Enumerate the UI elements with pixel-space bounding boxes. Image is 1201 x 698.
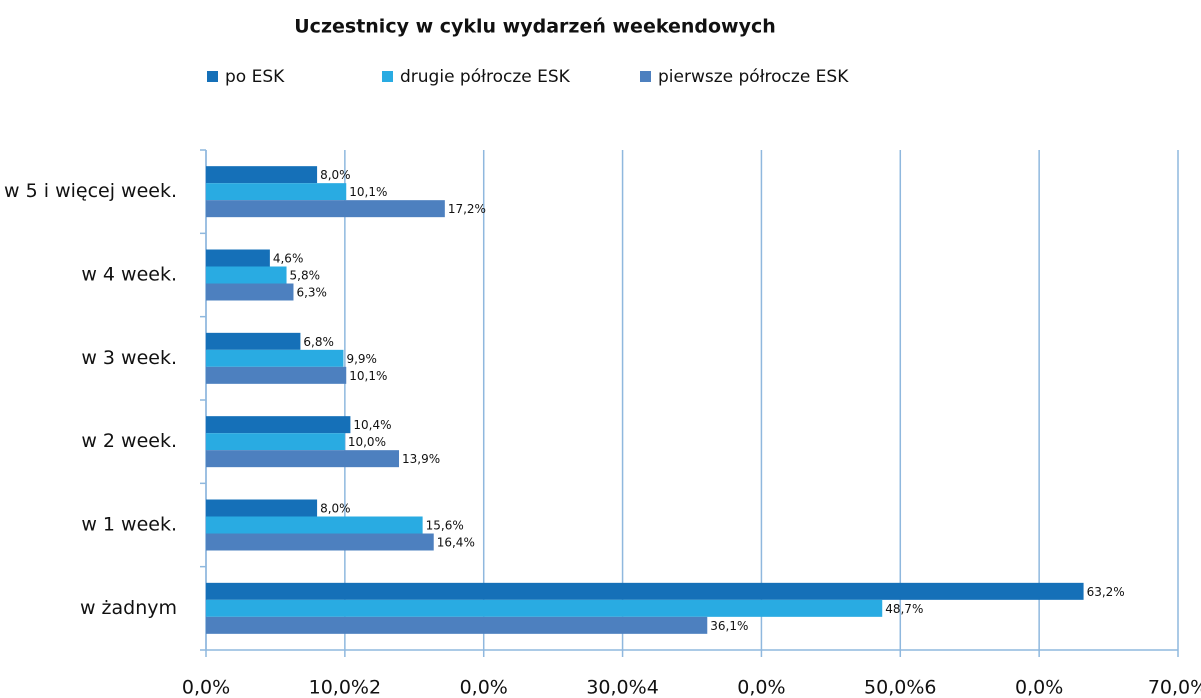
x-tick-label: 0,0% <box>460 677 508 698</box>
value-label: 10,0% <box>348 435 386 449</box>
bar <box>206 516 423 534</box>
legend-label: pierwsze półrocze ESK <box>658 67 849 87</box>
x-tick-label: 70,0% <box>1148 677 1201 698</box>
bar <box>206 266 287 284</box>
legend-label: drugie półrocze ESK <box>400 67 571 87</box>
bar <box>206 433 345 451</box>
bar <box>206 582 1084 600</box>
bar <box>206 166 318 184</box>
x-tick-label: 0,0% <box>737 677 785 698</box>
value-label: 10,4% <box>353 418 391 432</box>
value-label: 17,2% <box>448 202 486 216</box>
bar <box>206 249 270 267</box>
y-tick-label: w 1 week. <box>81 514 177 536</box>
value-label: 8,0% <box>320 168 351 182</box>
value-label: 8,0% <box>320 502 351 516</box>
value-label: 15,6% <box>426 519 464 533</box>
x-tick-label: 10,0%2 <box>309 677 381 698</box>
bar <box>206 183 347 201</box>
x-tick-label: 50,0%6 <box>864 677 936 698</box>
x-tick-label: 0,0% <box>182 677 230 698</box>
value-label: 4,6% <box>273 252 304 266</box>
value-label: 48,7% <box>885 602 923 616</box>
bar <box>206 499 318 517</box>
y-tick-label: w 3 week. <box>81 347 177 369</box>
bar <box>206 616 708 634</box>
bar <box>206 332 301 350</box>
value-label: 10,1% <box>349 185 387 199</box>
bar <box>206 349 344 367</box>
y-tick-label: w 4 week. <box>81 264 177 286</box>
y-tick-label: w żadnym <box>80 597 177 619</box>
bar <box>206 450 400 468</box>
value-label: 5,8% <box>290 269 321 283</box>
value-label: 36,1% <box>710 619 748 633</box>
legend-swatch <box>640 71 651 82</box>
y-tick-label: w 5 i więcej week. <box>4 180 177 202</box>
bar <box>206 599 883 617</box>
bar <box>206 283 294 301</box>
value-label: 63,2% <box>1087 585 1125 599</box>
y-tick-label: w 2 week. <box>81 430 177 452</box>
legend-swatch <box>382 71 393 82</box>
legend-swatch <box>207 71 218 82</box>
bar <box>206 416 351 434</box>
chart-title: Uczestnicy w cyklu wydarzeń weekendowych <box>294 16 776 38</box>
bar <box>206 366 347 384</box>
bar <box>206 200 445 218</box>
legend-label: po ESK <box>225 67 285 87</box>
x-tick-label: 0,0% <box>1015 677 1063 698</box>
x-tick-label: 30,0%4 <box>586 677 658 698</box>
value-label: 16,4% <box>437 536 475 550</box>
bar <box>206 533 434 551</box>
value-label: 10,1% <box>349 369 387 383</box>
value-label: 6,8% <box>303 335 334 349</box>
value-label: 13,9% <box>402 452 440 466</box>
value-label: 6,3% <box>296 286 327 300</box>
value-label: 9,9% <box>346 352 377 366</box>
